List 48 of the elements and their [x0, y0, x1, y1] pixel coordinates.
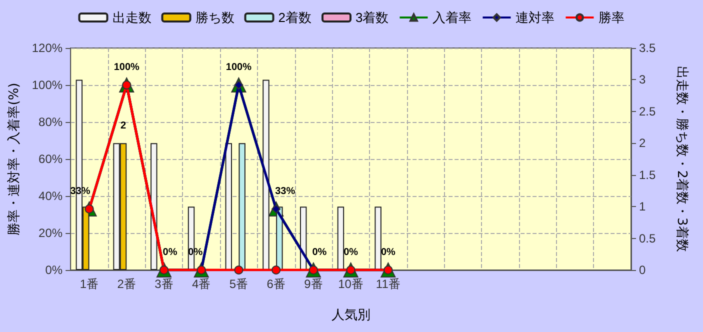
x-tick-label: 9番 [304, 277, 323, 291]
y-tick-label: 60% [38, 152, 63, 166]
data-label: 0% [162, 247, 178, 258]
x-tick-label: 11番 [376, 277, 400, 291]
y2-tick-label: 3 [639, 72, 646, 87]
x-tick-label: 2番 [117, 277, 136, 291]
y-tick-label: 20% [38, 226, 63, 240]
y-tick-label: 40% [38, 189, 63, 203]
point [272, 266, 281, 274]
legend-label: 勝率 [598, 10, 625, 25]
data-label: 100% [114, 62, 140, 73]
legend-label: 3着数 [356, 10, 389, 25]
y2-tick-label: 2.5 [639, 104, 656, 118]
legend-label: 2着数 [278, 10, 312, 25]
x-tick-label: 4番 [192, 277, 211, 291]
legend-label: 出走数 [112, 10, 152, 25]
y2-tick-label: 0.5 [639, 231, 656, 246]
bar [262, 80, 270, 270]
bar [225, 143, 232, 270]
data-label: 0% [344, 247, 358, 258]
data-label: 33% [275, 186, 296, 197]
x-tick-label: 3番 [154, 277, 174, 291]
y-tick-label: 120% [32, 41, 63, 55]
bar [238, 143, 246, 270]
y2-tick-label: 1.5 [639, 168, 656, 182]
y2-tick-label: 3.5 [639, 41, 656, 55]
y-tick-label: 0% [45, 263, 63, 277]
y-tick-label: 80% [38, 115, 63, 129]
legend-label: 入着率 [432, 10, 472, 25]
x-tick-label: 6番 [266, 277, 286, 291]
x-tick-label: 5番 [229, 277, 248, 291]
x-tick-label: 10番 [338, 277, 364, 291]
legend-label: 連対率 [516, 10, 555, 25]
data-label: 100% [226, 62, 252, 73]
data-label: 0% [312, 247, 327, 258]
x-axis-title: 人気別 [331, 307, 370, 322]
y-axis-title: 勝率・連対率・入着率(%) [6, 82, 22, 236]
bar [337, 206, 344, 270]
y-tick-label: 100% [32, 78, 63, 92]
data-label: 2 [120, 120, 126, 132]
y2-tick-label: 1 [639, 200, 646, 214]
bar [374, 206, 382, 270]
y2-tick-label: 2 [639, 136, 646, 150]
point [234, 266, 244, 274]
x-tick-label: 1番 [80, 277, 99, 291]
legend-label: 勝ち数 [195, 10, 234, 25]
y2-tick-label: 0 [639, 263, 646, 277]
y2-axis-title: 出走数・勝ち数・2着数・3着数 [674, 66, 690, 252]
